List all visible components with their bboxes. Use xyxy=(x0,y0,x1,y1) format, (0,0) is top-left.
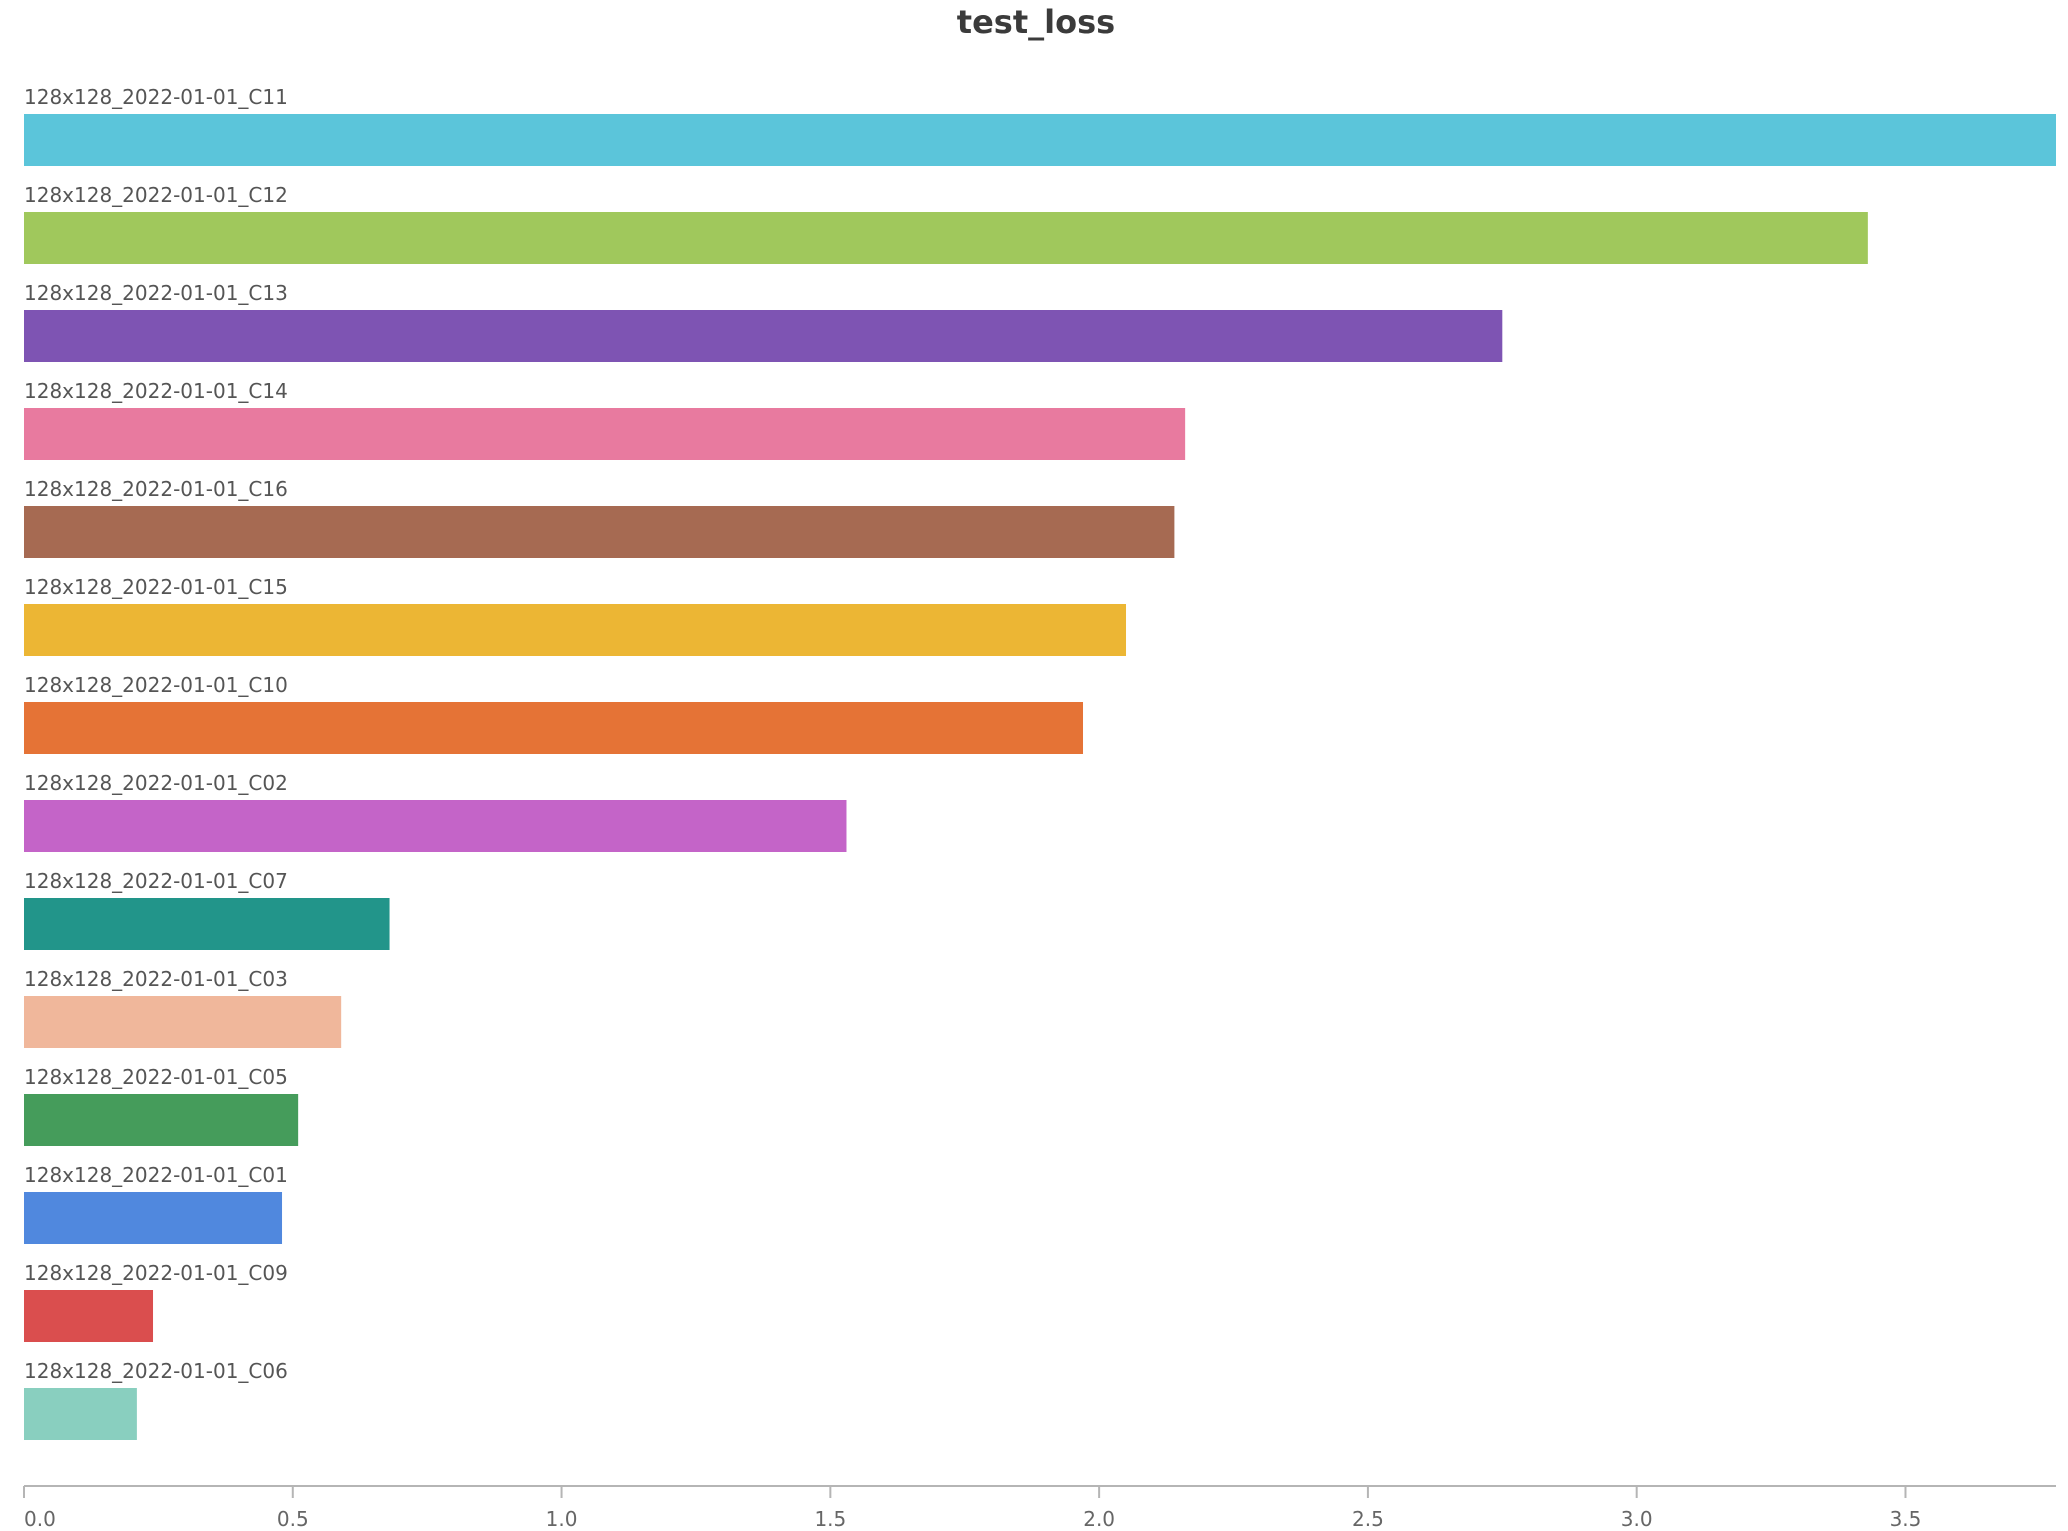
bars-layer: 128x128_2022-01-01_C11 128x128_2022-01-01… xyxy=(24,85,2056,1440)
bar[interactable] xyxy=(24,702,1084,754)
bar-label: 128x128_2022-01-01_C07 xyxy=(24,869,288,893)
bar-label: 128x128_2022-01-01_C01 xyxy=(24,1163,288,1187)
bar[interactable] xyxy=(24,1290,154,1342)
bar[interactable] xyxy=(24,408,1186,460)
x-tick-label: 3.0 xyxy=(1621,1507,1653,1531)
bar-label: 128x128_2022-01-01_C10 xyxy=(24,673,288,697)
bar[interactable] xyxy=(24,604,1127,656)
bar-label: 128x128_2022-01-01_C12 xyxy=(24,183,288,207)
x-tick-label: 3.5 xyxy=(1890,1507,1922,1531)
bar-label: 128x128_2022-01-01_C16 xyxy=(24,477,288,501)
bar[interactable] xyxy=(24,1192,283,1244)
x-tick-label: 2.5 xyxy=(1352,1507,1384,1531)
bar-label: 128x128_2022-01-01_C06 xyxy=(24,1359,288,1383)
bar-label: 128x128_2022-01-01_C05 xyxy=(24,1065,288,1089)
x-axis: 0.0 0.5 1.0 1.5 2.0 2.5 3.0 3.5 xyxy=(23,1485,2056,1531)
bar-label: 128x128_2022-01-01_C15 xyxy=(24,575,288,599)
bar-label: 128x128_2022-01-01_C11 xyxy=(24,85,288,109)
x-tick-label: 1.0 xyxy=(546,1507,578,1531)
bar[interactable] xyxy=(24,310,1503,362)
bar[interactable] xyxy=(24,506,1175,558)
bar[interactable] xyxy=(24,212,1868,264)
bar[interactable] xyxy=(24,898,390,950)
bar-label: 128x128_2022-01-01_C09 xyxy=(24,1261,288,1285)
bar-label: 128x128_2022-01-01_C14 xyxy=(24,379,288,403)
bar[interactable] xyxy=(24,996,342,1048)
bar-label: 128x128_2022-01-01_C02 xyxy=(24,771,288,795)
x-tick-label: 0.5 xyxy=(277,1507,309,1531)
bar[interactable] xyxy=(24,1094,299,1146)
bar-label: 128x128_2022-01-01_C03 xyxy=(24,967,288,991)
chart-title: test_loss xyxy=(957,3,1115,41)
bar[interactable] xyxy=(24,800,847,852)
bar[interactable] xyxy=(24,114,2056,166)
x-tick-label: 2.0 xyxy=(1083,1507,1115,1531)
x-tick-label: 0.0 xyxy=(24,1507,56,1531)
bar[interactable] xyxy=(24,1388,137,1440)
x-tick-label: 1.5 xyxy=(814,1507,846,1531)
bar-label: 128x128_2022-01-01_C13 xyxy=(24,281,288,305)
